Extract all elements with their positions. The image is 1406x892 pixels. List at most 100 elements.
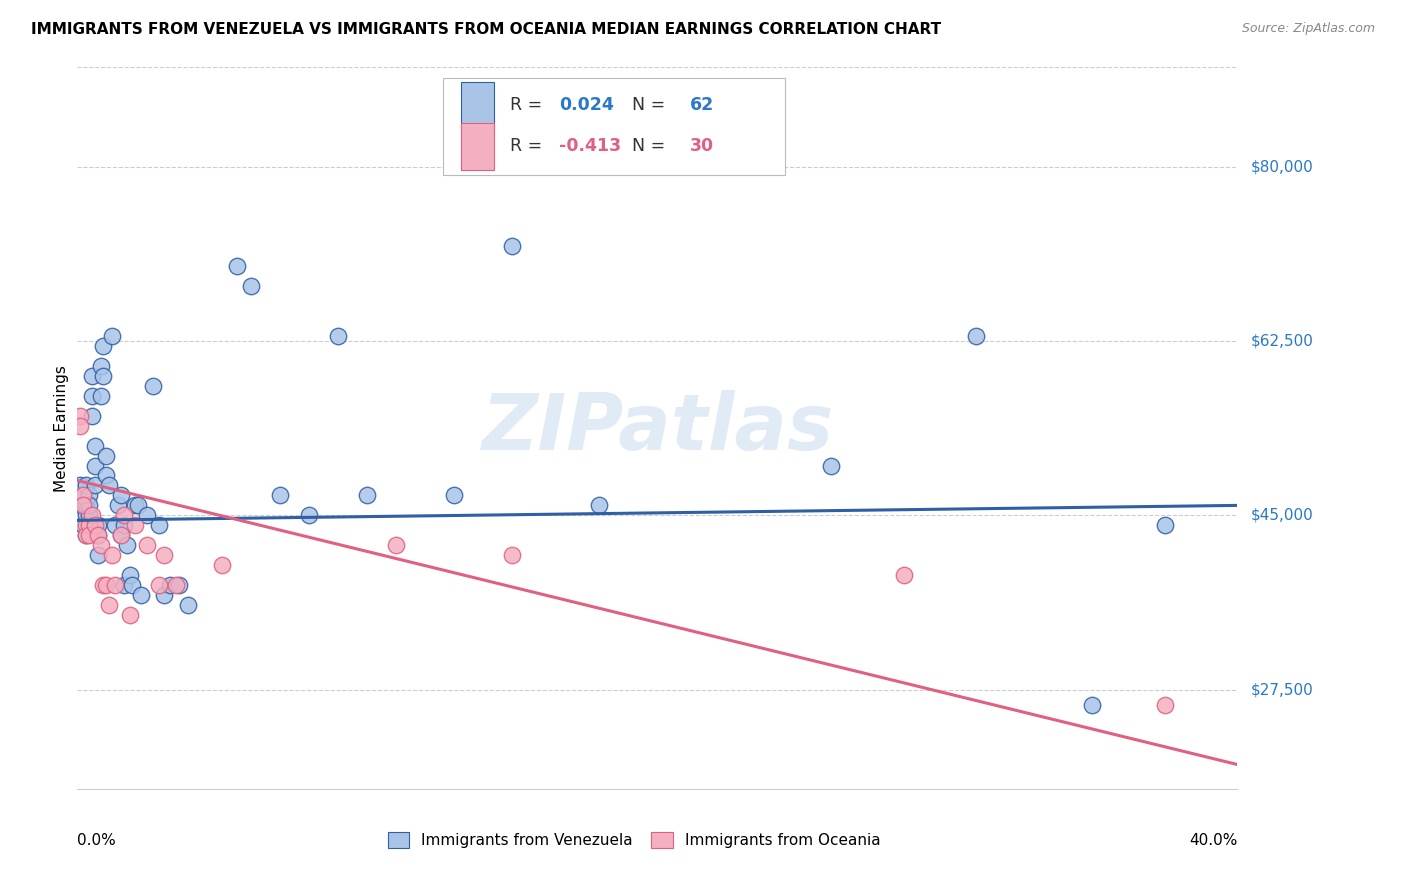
Point	[77, 499, 100, 513]
Point	[110, 528, 132, 542]
Text: R =: R =	[510, 137, 548, 155]
Text: 30: 30	[690, 137, 714, 155]
Point	[96, 468, 118, 483]
Point	[124, 499, 146, 513]
Point	[72, 488, 94, 502]
Point	[211, 558, 233, 573]
Point	[80, 409, 103, 423]
Point	[153, 588, 176, 602]
Point	[75, 528, 97, 542]
Point	[80, 368, 103, 383]
Point	[72, 499, 94, 513]
Point	[127, 499, 149, 513]
Text: R =: R =	[510, 96, 548, 114]
Point	[965, 329, 987, 343]
Point	[118, 607, 141, 622]
Point	[501, 548, 523, 562]
Y-axis label: Median Earnings: Median Earnings	[53, 365, 69, 491]
Point	[75, 508, 97, 523]
Point	[90, 359, 111, 373]
Point	[90, 538, 111, 552]
Point	[136, 538, 159, 552]
Point	[77, 528, 100, 542]
Point	[90, 389, 111, 403]
Point	[820, 458, 842, 473]
Point	[96, 578, 118, 592]
Point	[588, 499, 610, 513]
Text: ZIPatlas: ZIPatlas	[481, 390, 834, 467]
Point	[77, 488, 100, 502]
Point	[98, 478, 121, 492]
Point	[167, 578, 190, 592]
Legend: Immigrants from Venezuela, Immigrants from Oceania: Immigrants from Venezuela, Immigrants fr…	[381, 826, 887, 854]
Point	[153, 548, 176, 562]
Point	[93, 339, 115, 353]
Point	[225, 259, 247, 273]
Point	[98, 598, 121, 612]
Point	[104, 518, 127, 533]
Text: 62: 62	[690, 96, 714, 114]
Point	[112, 518, 135, 533]
Point	[86, 548, 108, 562]
Point	[240, 279, 263, 293]
Point	[69, 418, 91, 433]
Point	[129, 588, 152, 602]
Point	[121, 578, 143, 592]
Point	[86, 528, 108, 542]
Point	[83, 518, 105, 533]
Point	[1081, 698, 1104, 712]
Point	[69, 478, 91, 492]
Point	[104, 578, 127, 592]
Text: $62,500: $62,500	[1251, 334, 1315, 349]
Point	[115, 538, 138, 552]
Point	[110, 488, 132, 502]
Point	[101, 548, 124, 562]
Point	[77, 508, 100, 523]
Bar	[461, 123, 494, 169]
Point	[69, 409, 91, 423]
Bar	[461, 82, 494, 128]
Point	[1153, 518, 1175, 533]
Point	[176, 598, 198, 612]
Point	[93, 578, 115, 592]
Point	[83, 439, 105, 453]
Point	[136, 508, 159, 523]
Point	[298, 508, 321, 523]
Text: $80,000: $80,000	[1251, 159, 1315, 174]
Text: Source: ZipAtlas.com: Source: ZipAtlas.com	[1241, 22, 1375, 36]
Point	[75, 528, 97, 542]
Point	[148, 518, 170, 533]
Text: N =: N =	[631, 137, 671, 155]
Point	[86, 528, 108, 542]
Point	[72, 499, 94, 513]
Point	[385, 538, 408, 552]
Point	[112, 508, 135, 523]
Text: $45,000: $45,000	[1251, 508, 1315, 523]
Point	[328, 329, 350, 343]
Point	[142, 379, 165, 393]
Point	[112, 578, 135, 592]
Point	[893, 568, 915, 582]
Point	[107, 499, 129, 513]
Point	[101, 329, 124, 343]
Point	[269, 488, 291, 502]
Point	[72, 488, 94, 502]
FancyBboxPatch shape	[443, 78, 785, 175]
Point	[501, 239, 523, 253]
Point	[96, 449, 118, 463]
Point	[148, 578, 170, 592]
Point	[159, 578, 181, 592]
Point	[77, 518, 100, 533]
Point	[165, 578, 187, 592]
Point	[75, 499, 97, 513]
Point	[80, 508, 103, 523]
Point	[75, 478, 97, 492]
Text: N =: N =	[631, 96, 671, 114]
Point	[75, 518, 97, 533]
Point	[83, 458, 105, 473]
Point	[86, 518, 108, 533]
Point	[80, 389, 103, 403]
Text: IMMIGRANTS FROM VENEZUELA VS IMMIGRANTS FROM OCEANIA MEDIAN EARNINGS CORRELATION: IMMIGRANTS FROM VENEZUELA VS IMMIGRANTS …	[31, 22, 941, 37]
Point	[72, 518, 94, 533]
Point	[118, 568, 141, 582]
